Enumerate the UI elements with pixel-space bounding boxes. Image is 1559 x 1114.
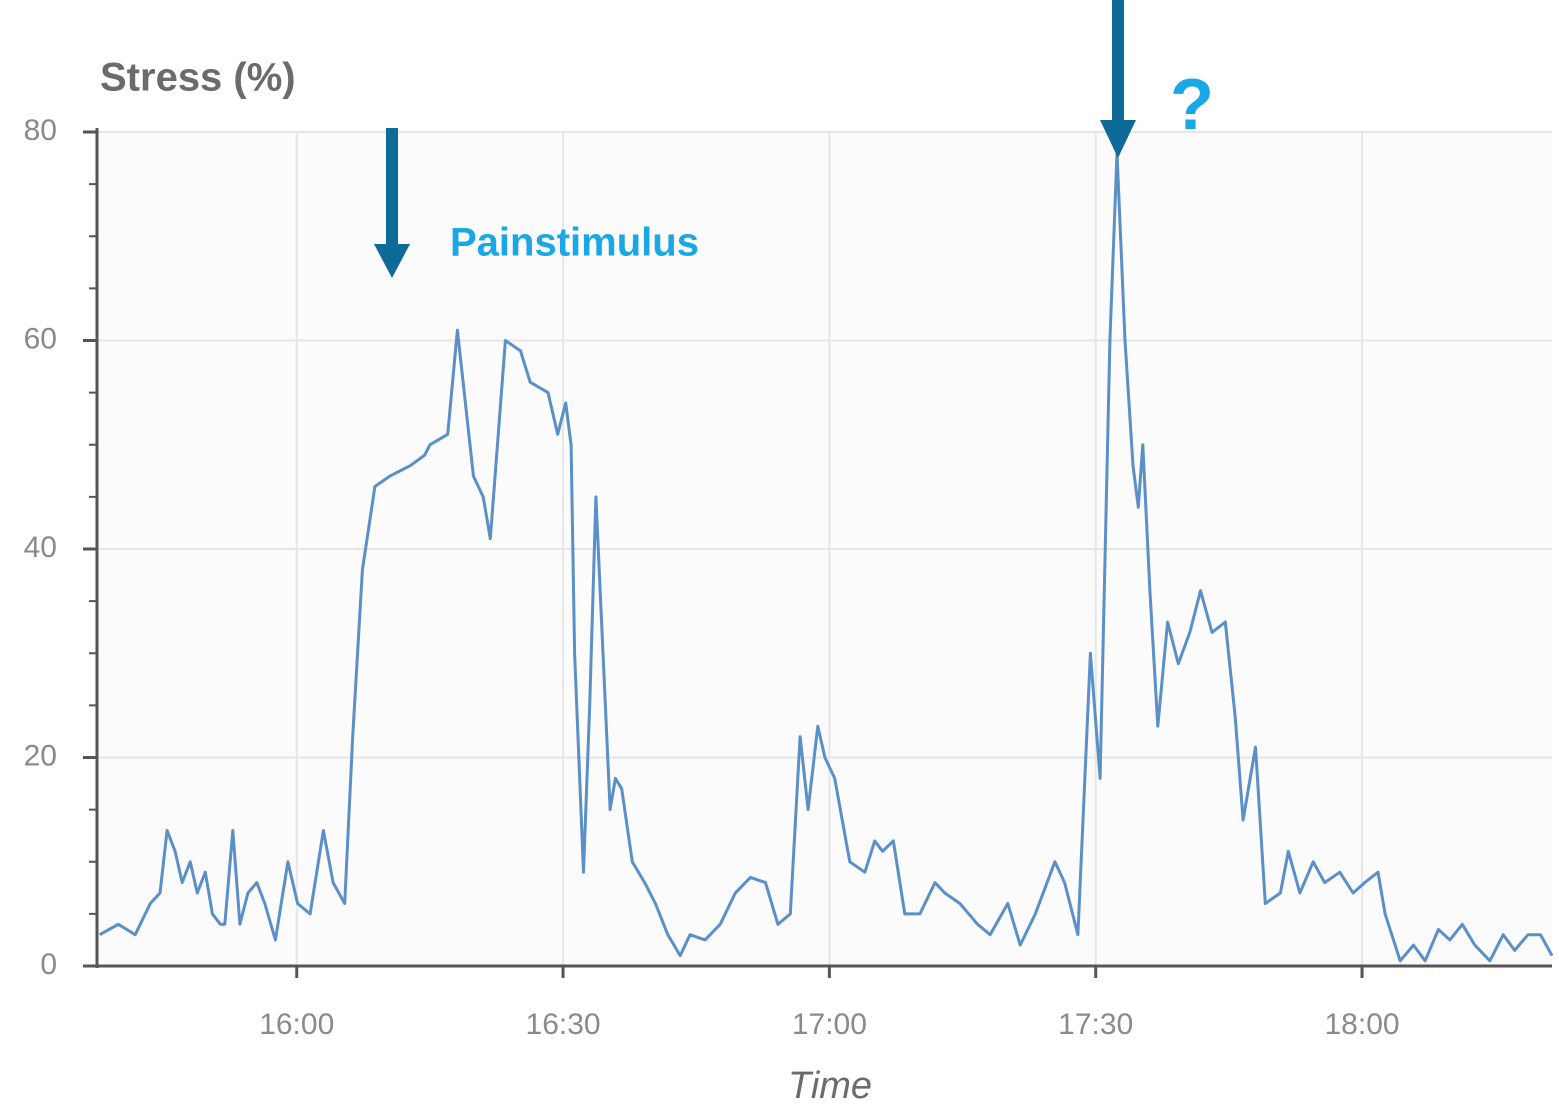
- arrow-shaft: [1112, 0, 1124, 122]
- arrow-head: [1100, 120, 1136, 158]
- x-axis-label: Time: [788, 1065, 872, 1107]
- annotation-arrow: [374, 128, 410, 278]
- x-tick-label: 17:30: [1058, 1008, 1133, 1041]
- chart-title: Stress (%): [100, 56, 296, 100]
- axes: [83, 128, 1552, 978]
- y-tick-label: 40: [24, 531, 57, 564]
- annotation-arrow: [1100, 0, 1136, 158]
- y-tick-label: 60: [24, 322, 57, 355]
- x-tick-label: 17:00: [792, 1008, 867, 1041]
- arrow-shaft: [386, 128, 398, 246]
- y-tick-label: 20: [24, 739, 57, 772]
- y-tick-label: 80: [24, 114, 57, 147]
- arrow-head: [374, 244, 410, 278]
- x-tick-label: 18:00: [1324, 1008, 1399, 1041]
- annotation-text: ?: [1170, 65, 1214, 145]
- annotation-text: Painstimulus: [450, 221, 699, 265]
- series-layer: [98, 151, 1554, 963]
- line: [98, 151, 1554, 963]
- x-tick-label: 16:00: [259, 1008, 334, 1041]
- x-tick-label: 16:30: [526, 1008, 601, 1041]
- y-tick-label: 0: [40, 948, 57, 981]
